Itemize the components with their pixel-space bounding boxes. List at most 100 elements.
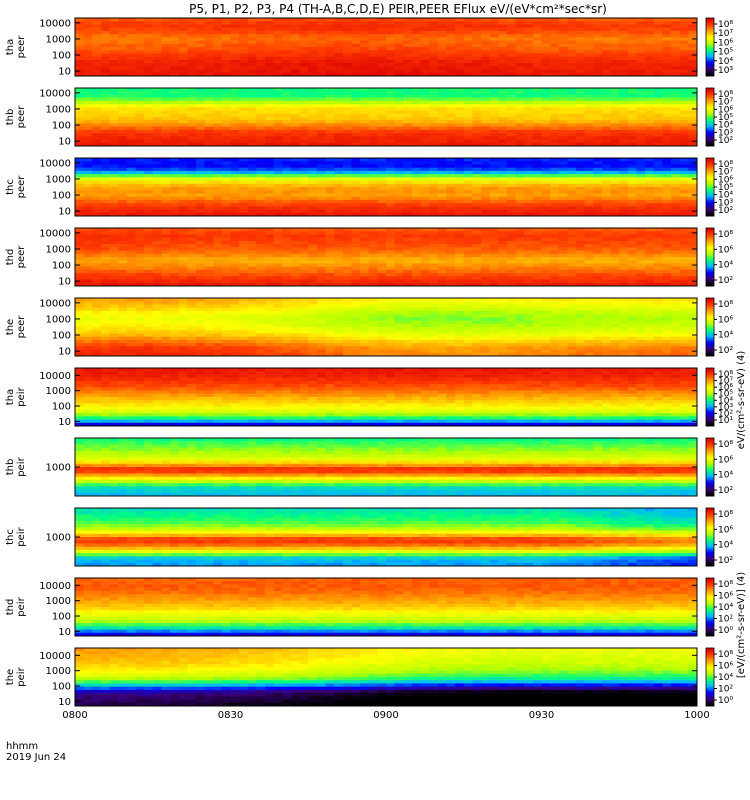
colorbar-segment	[706, 125, 714, 128]
spectrogram-cell	[360, 53, 370, 58]
spectrogram-cell	[118, 196, 128, 201]
spectrogram-cell	[386, 104, 396, 108]
spectrogram-cell	[204, 260, 214, 264]
spectrogram-cell	[394, 53, 404, 58]
spectrogram-cell	[75, 206, 85, 210]
spectrogram-cell	[463, 120, 473, 124]
spectrogram-cell	[144, 53, 154, 58]
colorbar-segment	[706, 144, 714, 147]
spectrogram-cell	[265, 97, 275, 102]
spectrogram-cell	[273, 250, 283, 255]
spectrogram-cell	[256, 72, 266, 77]
spectrogram-cell	[394, 142, 404, 147]
spectrogram-cell	[506, 94, 516, 99]
spectrogram-cell	[195, 133, 205, 137]
spectrogram-cell	[558, 37, 568, 41]
spectrogram-cell	[170, 263, 180, 268]
spectrogram-cell	[308, 24, 318, 29]
spectrogram-cell	[463, 91, 473, 95]
spectrogram-cell	[377, 104, 387, 108]
spectrogram-cell	[308, 164, 318, 169]
spectrogram-cell	[610, 174, 620, 178]
spectrogram-cell	[351, 126, 361, 131]
spectrogram-cell	[100, 253, 110, 258]
spectrogram-cell	[92, 183, 102, 188]
spectrogram-cell	[455, 253, 465, 258]
spectrogram-cell	[256, 27, 266, 32]
spectrogram-cell	[299, 250, 309, 255]
spectrogram-cell	[299, 72, 309, 77]
spectrogram-cell	[662, 53, 672, 58]
spectrogram-cell	[394, 63, 404, 67]
spectrogram-cell	[532, 187, 542, 191]
spectrogram-cell	[489, 247, 499, 251]
spectrogram-cell	[351, 240, 361, 245]
spectrogram-cell	[498, 139, 508, 144]
spectrogram-cell	[498, 193, 508, 198]
spectrogram-cell	[290, 158, 301, 162]
colorbar-segment	[706, 112, 714, 115]
spectrogram-cell	[653, 63, 663, 67]
spectrogram-cell	[109, 187, 119, 191]
spectrogram-cell	[498, 97, 508, 102]
spectrogram-cell	[187, 91, 197, 95]
spectrogram-cell	[83, 123, 93, 128]
spectrogram-cell	[584, 170, 594, 175]
spectrogram-cell	[135, 126, 145, 131]
spectrogram-cell	[342, 247, 352, 251]
spectrogram-cell	[550, 104, 560, 108]
spectrogram-cell	[204, 167, 214, 172]
spectrogram-cell	[593, 117, 603, 121]
spectrogram-cell	[118, 110, 128, 115]
spectrogram-cell	[178, 126, 188, 131]
spectrogram-cell	[239, 212, 249, 217]
spectrogram-cell	[446, 88, 456, 92]
spectrogram-cell	[126, 104, 136, 108]
spectrogram-cell	[75, 129, 85, 134]
spectrogram-cell	[437, 212, 447, 217]
spectrogram-cell	[126, 174, 136, 178]
spectrogram-cell	[178, 273, 188, 277]
spectrogram-cell	[290, 231, 301, 235]
colorbar-tick-label: 10⁵	[718, 48, 733, 58]
spectrogram-cell	[325, 244, 335, 248]
spectrogram-cell	[360, 104, 370, 108]
spectrogram-cell	[308, 206, 318, 210]
spectrogram-cell	[662, 196, 672, 201]
spectrogram-cell	[195, 66, 205, 70]
spectrogram-cell	[472, 203, 482, 207]
spectrogram-cell	[221, 30, 231, 35]
spectrogram-cell	[213, 257, 223, 261]
spectrogram-cell	[524, 21, 534, 25]
spectrogram-cell	[627, 24, 637, 29]
spectrogram-cell	[420, 244, 430, 248]
spectrogram-cell	[152, 18, 162, 22]
spectrogram-cell	[230, 174, 240, 178]
spectrogram-cell	[420, 104, 430, 108]
spectrogram-cell	[463, 53, 473, 58]
spectrogram-cell	[282, 91, 292, 95]
spectrogram-cell	[195, 18, 205, 22]
spectrogram-cell	[411, 24, 421, 29]
spectrogram-cell	[161, 263, 171, 268]
spectrogram-cell	[299, 260, 309, 264]
spectrogram-cell	[576, 24, 586, 29]
spectrogram-cell	[515, 113, 525, 118]
spectrogram-cell	[593, 161, 603, 165]
spectrogram-cell	[178, 237, 188, 242]
spectrogram-cell	[83, 27, 93, 32]
spectrogram-cell	[342, 203, 352, 207]
spectrogram-cell	[498, 104, 508, 108]
spectrogram-cell	[230, 43, 240, 48]
spectrogram-cell	[411, 167, 421, 172]
spectrogram-cell	[576, 66, 586, 70]
spectrogram-cell	[420, 164, 430, 169]
spectrogram-cell	[247, 244, 257, 248]
spectrogram-cell	[627, 190, 637, 194]
spectrogram-cell	[636, 209, 646, 214]
spectrogram-cell	[334, 21, 344, 25]
spectrogram-cell	[126, 21, 136, 25]
colorbar-segment	[706, 141, 714, 144]
spectrogram-cell	[118, 199, 128, 204]
spectrogram-cell	[662, 133, 672, 137]
